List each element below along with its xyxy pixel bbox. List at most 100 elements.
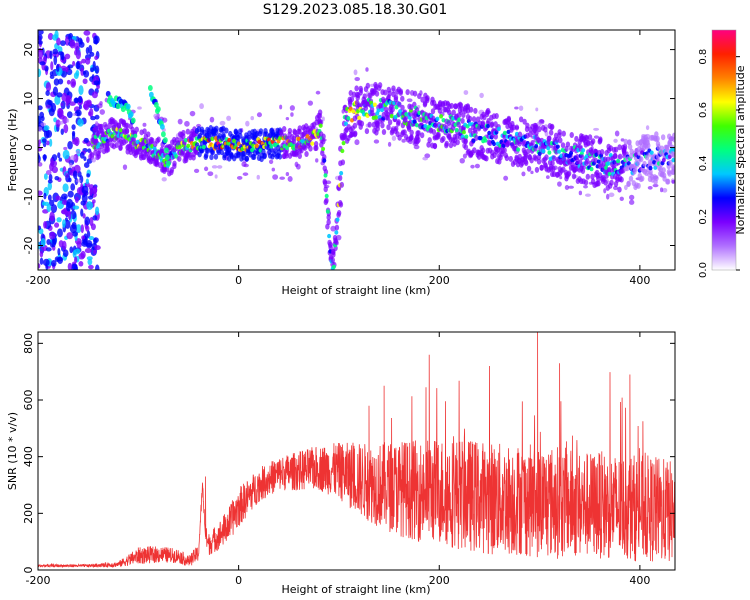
ridge-halo xyxy=(534,166,540,173)
ridge-halo xyxy=(177,155,182,162)
speckle xyxy=(256,174,260,180)
ridge-halo xyxy=(590,138,596,145)
noise-cell xyxy=(93,249,97,255)
speckle xyxy=(289,105,295,111)
ridge-halo xyxy=(430,108,436,115)
speckle xyxy=(593,135,600,139)
ridge-core xyxy=(380,107,385,113)
noise-cell xyxy=(66,232,74,240)
ridge-core xyxy=(435,116,440,122)
ridge-halo xyxy=(99,123,104,130)
ridge-core xyxy=(569,150,574,156)
noise-cell xyxy=(43,220,48,229)
ridge-halo xyxy=(342,134,347,141)
noise-cell xyxy=(67,262,73,270)
ridge-core xyxy=(483,138,488,143)
ridge-halo xyxy=(317,112,323,119)
x-tick-label: -200 xyxy=(26,574,51,587)
noise-cell xyxy=(52,86,59,96)
noise-cell xyxy=(38,68,42,78)
ridge-core xyxy=(322,158,327,163)
ridge-halo xyxy=(585,140,591,147)
ridge-core xyxy=(394,105,399,110)
colorbar-tick-label: 0.6 xyxy=(698,102,709,118)
ridge-core xyxy=(227,137,232,143)
ridge-core xyxy=(502,130,507,136)
ridge-halo xyxy=(551,165,556,172)
ridge-halo xyxy=(444,142,449,149)
secondary-ridge-cell xyxy=(164,147,169,154)
speckle xyxy=(321,116,325,122)
speckle xyxy=(99,109,105,115)
speckle xyxy=(539,119,545,124)
speckle xyxy=(91,157,97,163)
noise-cell xyxy=(80,67,84,77)
colorbar-tick-label: 0.8 xyxy=(698,49,709,65)
noise-cell xyxy=(94,206,100,216)
ridge-halo xyxy=(525,122,530,129)
speckle xyxy=(70,155,76,161)
noise-cell xyxy=(85,57,91,65)
ridge-halo xyxy=(565,141,571,148)
spectrogram-frame xyxy=(37,29,676,271)
colorbar: 0.0 0.2 0.4 0.6 0.8 Normalized spectral ampl… xyxy=(698,29,747,278)
ridge-core xyxy=(389,113,394,119)
noise-cell xyxy=(80,224,85,234)
ridge-halo xyxy=(205,147,211,154)
ridge-halo xyxy=(661,167,666,174)
ridge-halo xyxy=(598,136,603,143)
ridge-core xyxy=(671,157,675,163)
colorbar-tick-label: 0.2 xyxy=(698,209,709,225)
ridge-halo xyxy=(313,141,319,148)
noise-cell xyxy=(69,224,77,234)
ridge-halo xyxy=(622,143,628,150)
ridge-halo xyxy=(644,170,649,177)
noise-cell xyxy=(72,205,80,210)
noise-cell xyxy=(60,51,64,60)
ridge-halo xyxy=(468,106,474,113)
ridge-halo xyxy=(323,199,328,206)
speckle xyxy=(535,107,539,112)
ridge-halo xyxy=(402,129,407,136)
ridge-halo xyxy=(599,148,605,155)
x-tick-label: 200 xyxy=(429,274,450,287)
noise-cell xyxy=(56,64,60,72)
ridge-halo xyxy=(580,168,586,175)
ridge-halo xyxy=(214,125,219,132)
noise-cell xyxy=(62,219,66,228)
colorbar-tick-label: 0.0 xyxy=(698,262,709,278)
speckle xyxy=(72,112,77,116)
ridge-halo xyxy=(664,144,670,151)
ridge-halo xyxy=(514,124,520,131)
ridge-core xyxy=(339,171,344,176)
noise-cell xyxy=(75,61,81,70)
noise-cell xyxy=(72,138,79,145)
ridge-core xyxy=(596,159,601,164)
noise-cell xyxy=(86,36,90,44)
speckle xyxy=(503,175,509,181)
ridge-halo xyxy=(609,179,614,186)
ridge-halo xyxy=(628,153,634,160)
snr-marks xyxy=(38,332,675,569)
noise-cell xyxy=(38,105,43,111)
ridge-halo xyxy=(636,182,641,189)
noise-cell xyxy=(88,264,94,270)
speckle xyxy=(545,175,550,180)
noise-cell xyxy=(71,81,76,87)
y-tick-label: -20 xyxy=(22,237,35,255)
noise-cell xyxy=(38,190,43,196)
speckle xyxy=(242,172,249,176)
colorbar-label: Normalized spectral amplitude xyxy=(734,65,747,234)
speckle xyxy=(354,139,360,146)
ridge-halo xyxy=(422,101,428,108)
ridge-halo xyxy=(449,102,454,109)
ridge-core xyxy=(464,134,469,139)
noise-cell xyxy=(56,92,63,98)
ridge-halo xyxy=(242,150,247,157)
ridge-halo xyxy=(363,104,369,111)
speckle xyxy=(271,167,276,172)
noise-cell xyxy=(84,216,91,226)
noise-cell xyxy=(53,78,60,86)
noise-cell xyxy=(67,210,72,221)
